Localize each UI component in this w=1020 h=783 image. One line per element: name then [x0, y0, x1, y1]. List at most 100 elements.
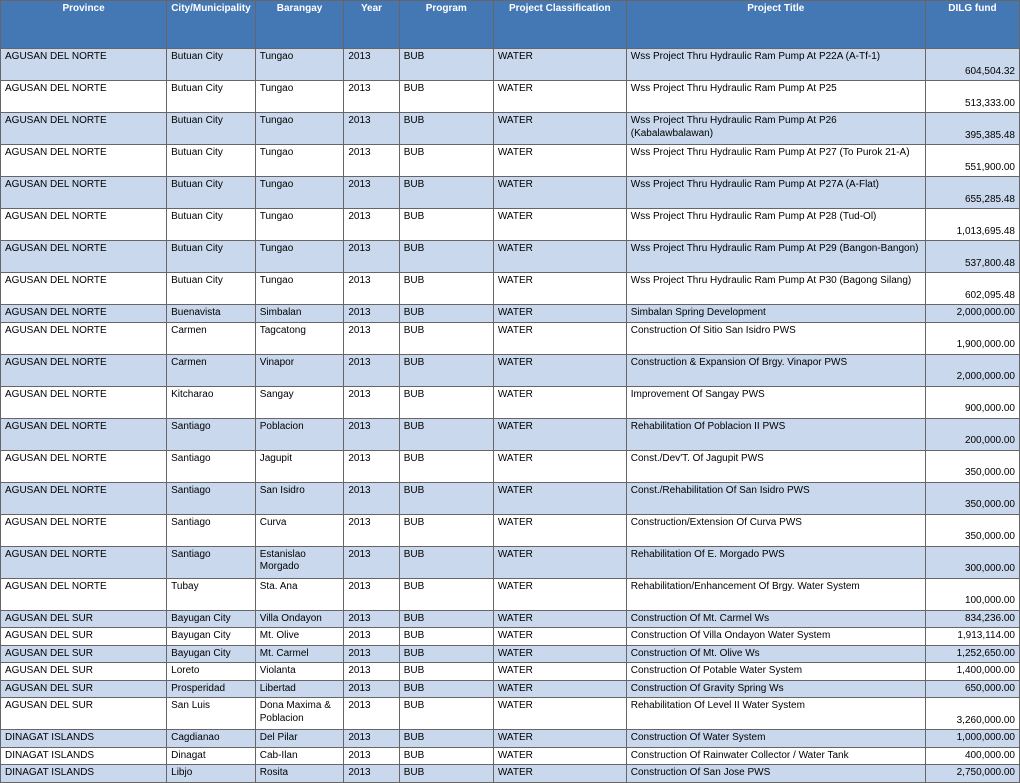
cell-program: BUB [399, 322, 493, 354]
cell-program: BUB [399, 241, 493, 273]
cell-province: AGUSAN DEL SUR [1, 698, 167, 730]
table-row: AGUSAN DEL NORTEButuan CityTungao2013BUB… [1, 81, 1020, 113]
cell-fund: 100,000.00 [925, 578, 1019, 610]
cell-year: 2013 [344, 765, 399, 783]
cell-classification: WATER [493, 680, 626, 698]
cell-fund: 604,504.32 [925, 49, 1019, 81]
table-row: AGUSAN DEL SURBayugan CityMt. Carmel2013… [1, 645, 1020, 663]
col-header: Project Title [626, 1, 925, 49]
table-row: DINAGAT ISLANDSCagdianaoDel Pilar2013BUB… [1, 730, 1020, 748]
cell-city: Kitcharao [167, 386, 256, 418]
cell-year: 2013 [344, 730, 399, 748]
cell-title: Construction Of Villa Ondayon Water Syst… [626, 628, 925, 646]
cell-fund: 1,000,000.00 [925, 730, 1019, 748]
cell-city: Carmen [167, 322, 256, 354]
cell-fund: 2,000,000.00 [925, 305, 1019, 323]
cell-city: Butuan City [167, 273, 256, 305]
cell-program: BUB [399, 418, 493, 450]
cell-fund: 300,000.00 [925, 546, 1019, 578]
cell-province: AGUSAN DEL NORTE [1, 546, 167, 578]
cell-city: Carmen [167, 354, 256, 386]
table-row: AGUSAN DEL NORTEButuan CityTungao2013BUB… [1, 241, 1020, 273]
cell-province: AGUSAN DEL NORTE [1, 145, 167, 177]
cell-program: BUB [399, 482, 493, 514]
cell-title: Construction Of Sitio San Isidro PWS [626, 322, 925, 354]
cell-classification: WATER [493, 628, 626, 646]
cell-fund: 551,900.00 [925, 145, 1019, 177]
cell-title: Construction Of Rainwater Collector / Wa… [626, 747, 925, 765]
table-row: AGUSAN DEL NORTEButuan CityTungao2013BUB… [1, 113, 1020, 145]
cell-province: AGUSAN DEL NORTE [1, 209, 167, 241]
cell-city: Butuan City [167, 113, 256, 145]
cell-program: BUB [399, 680, 493, 698]
cell-year: 2013 [344, 578, 399, 610]
cell-classification: WATER [493, 546, 626, 578]
cell-city: Santiago [167, 514, 256, 546]
cell-barangay: Tungao [255, 113, 344, 145]
table-row: AGUSAN DEL NORTESantiagoSan Isidro2013BU… [1, 482, 1020, 514]
cell-barangay: Curva [255, 514, 344, 546]
table-row: AGUSAN DEL SURLoretoViolanta2013BUBWATER… [1, 663, 1020, 681]
cell-year: 2013 [344, 418, 399, 450]
cell-fund: 400,000.00 [925, 747, 1019, 765]
cell-city: Butuan City [167, 209, 256, 241]
cell-fund: 350,000.00 [925, 482, 1019, 514]
cell-year: 2013 [344, 273, 399, 305]
cell-title: Wss Project Thru Hydraulic Ram Pump At P… [626, 145, 925, 177]
cell-program: BUB [399, 145, 493, 177]
cell-barangay: Simbalan [255, 305, 344, 323]
cell-fund: 200,000.00 [925, 418, 1019, 450]
cell-barangay: Tungao [255, 273, 344, 305]
cell-barangay: Dona Maxima & Poblacion [255, 698, 344, 730]
cell-classification: WATER [493, 514, 626, 546]
cell-barangay: Tungao [255, 209, 344, 241]
table-row: AGUSAN DEL NORTEBuenavistaSimbalan2013BU… [1, 305, 1020, 323]
table-row: AGUSAN DEL SURBayugan CityMt. Olive2013B… [1, 628, 1020, 646]
cell-program: BUB [399, 49, 493, 81]
cell-barangay: Violanta [255, 663, 344, 681]
cell-province: AGUSAN DEL SUR [1, 645, 167, 663]
cell-province: AGUSAN DEL NORTE [1, 81, 167, 113]
cell-classification: WATER [493, 730, 626, 748]
table-row: AGUSAN DEL SURProsperidadLibertad2013BUB… [1, 680, 1020, 698]
cell-city: Libjo [167, 765, 256, 783]
cell-fund: 350,000.00 [925, 514, 1019, 546]
cell-province: AGUSAN DEL NORTE [1, 482, 167, 514]
cell-city: Butuan City [167, 177, 256, 209]
cell-program: BUB [399, 645, 493, 663]
cell-barangay: Vinapor [255, 354, 344, 386]
cell-title: Wss Project Thru Hydraulic Ram Pump At P… [626, 81, 925, 113]
cell-year: 2013 [344, 145, 399, 177]
cell-year: 2013 [344, 113, 399, 145]
cell-province: AGUSAN DEL NORTE [1, 49, 167, 81]
cell-classification: WATER [493, 418, 626, 450]
table-row: AGUSAN DEL NORTESantiagoCurva2013BUBWATE… [1, 514, 1020, 546]
cell-barangay: Libertad [255, 680, 344, 698]
table-row: DINAGAT ISLANDSLibjoRosita2013BUBWATERCo… [1, 765, 1020, 783]
table-row: AGUSAN DEL NORTESantiagoEstanislao Morga… [1, 546, 1020, 578]
cell-barangay: Estanislao Morgado [255, 546, 344, 578]
cell-fund: 2,750,000.00 [925, 765, 1019, 783]
cell-year: 2013 [344, 698, 399, 730]
cell-program: BUB [399, 113, 493, 145]
col-header: Year [344, 1, 399, 49]
cell-program: BUB [399, 305, 493, 323]
cell-barangay: Sangay [255, 386, 344, 418]
cell-city: Santiago [167, 418, 256, 450]
cell-year: 2013 [344, 354, 399, 386]
cell-province: AGUSAN DEL NORTE [1, 322, 167, 354]
cell-year: 2013 [344, 177, 399, 209]
cell-province: AGUSAN DEL NORTE [1, 578, 167, 610]
cell-classification: WATER [493, 322, 626, 354]
cell-program: BUB [399, 386, 493, 418]
table-row: AGUSAN DEL SURSan LuisDona Maxima & Pobl… [1, 698, 1020, 730]
cell-province: AGUSAN DEL NORTE [1, 305, 167, 323]
cell-barangay: Tungao [255, 49, 344, 81]
cell-province: AGUSAN DEL NORTE [1, 386, 167, 418]
cell-year: 2013 [344, 680, 399, 698]
cell-classification: WATER [493, 354, 626, 386]
cell-barangay: Cab-Ilan [255, 747, 344, 765]
cell-fund: 2,000,000.00 [925, 354, 1019, 386]
cell-year: 2013 [344, 747, 399, 765]
table-row: DINAGAT ISLANDSDinagatCab-Ilan2013BUBWAT… [1, 747, 1020, 765]
